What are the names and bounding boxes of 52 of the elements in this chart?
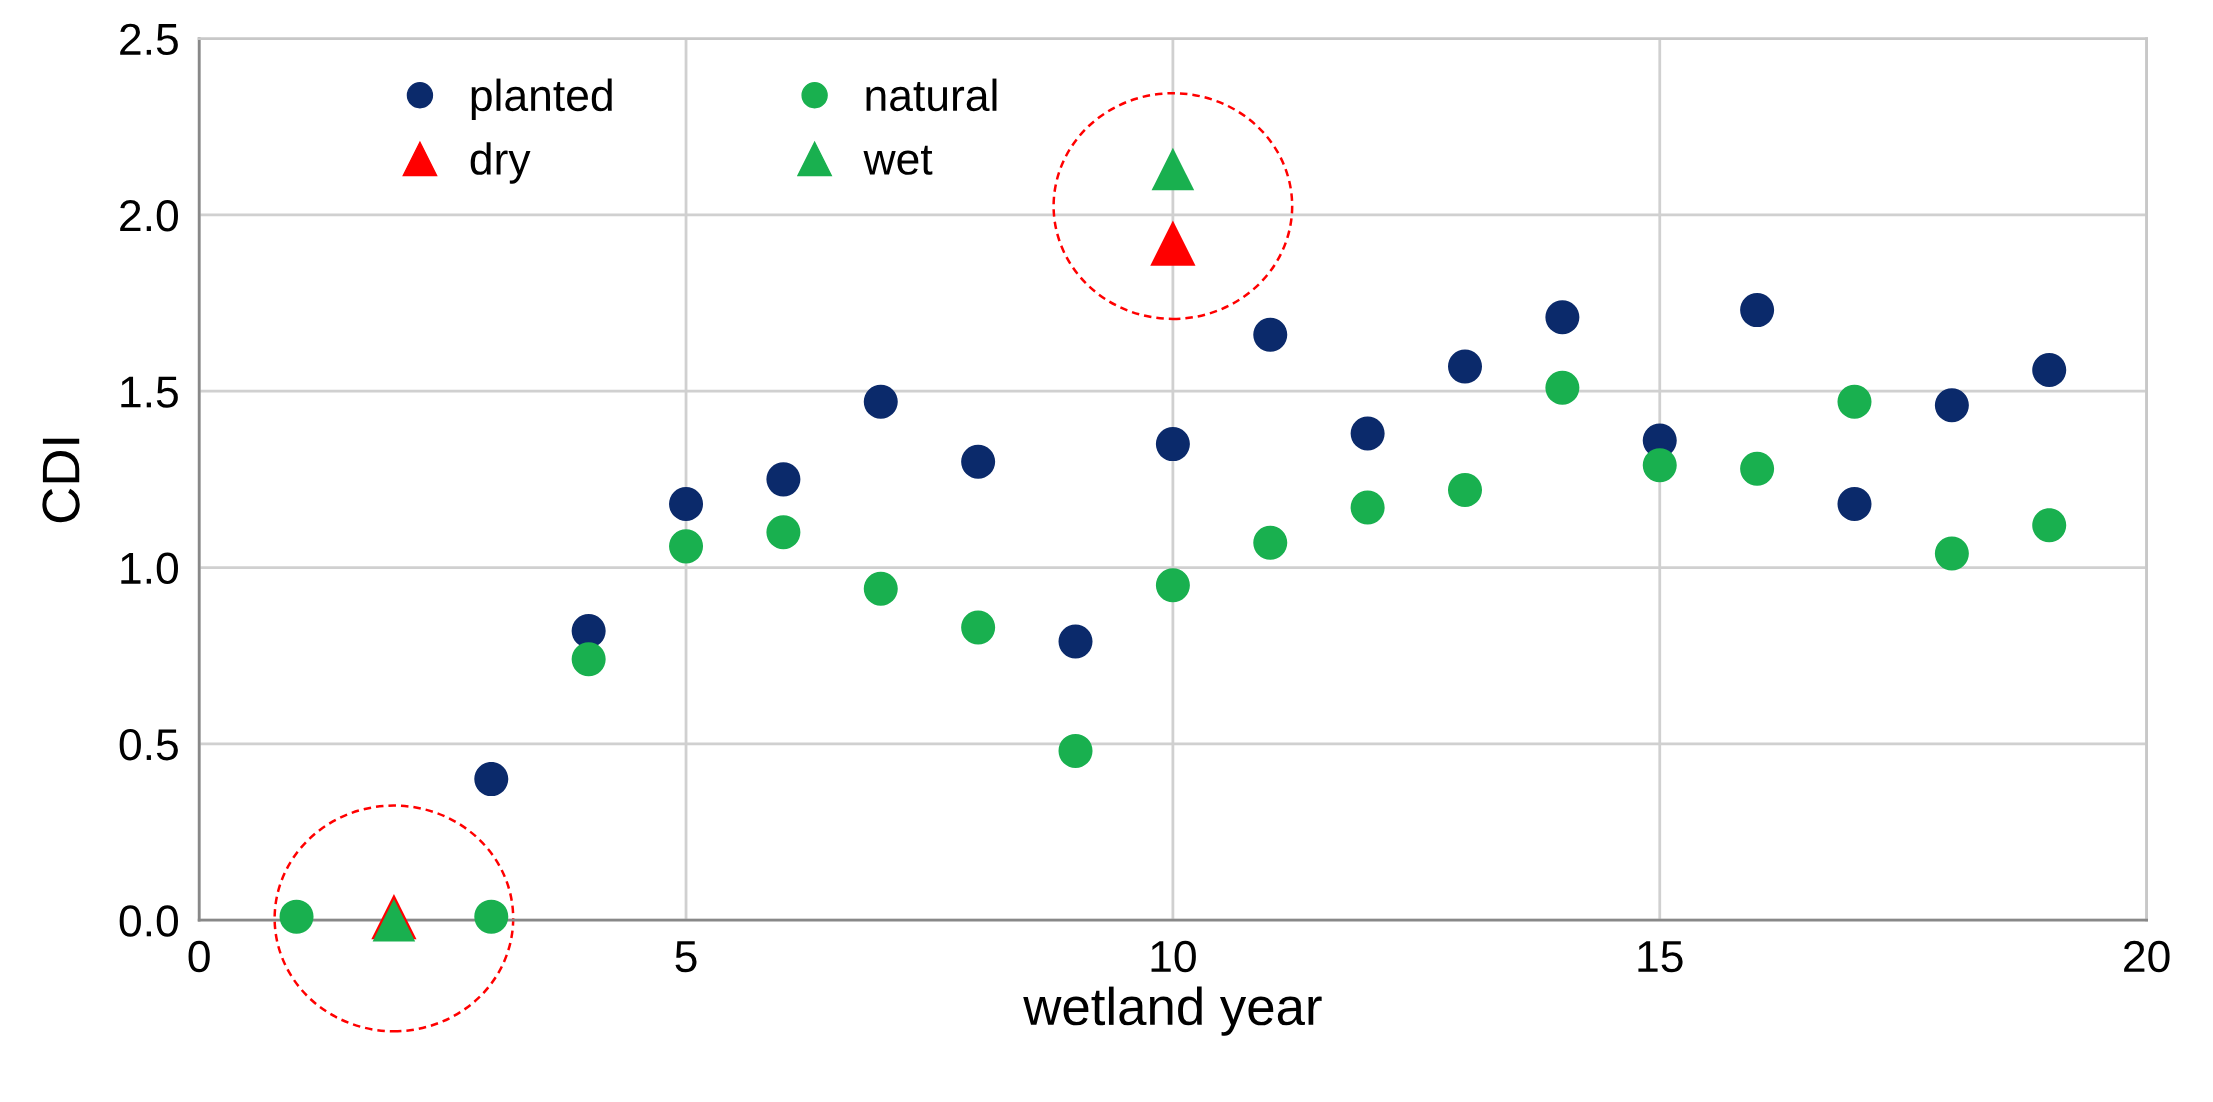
point [1058,624,1093,659]
point [669,487,704,522]
point [1350,416,1385,451]
y-tick-label: 1.0 [121,552,178,585]
point [2032,508,2067,543]
point [766,515,801,550]
point [863,384,898,419]
point [474,762,509,797]
legend-label: wet [863,145,933,175]
point [1350,490,1385,525]
point [1642,448,1677,483]
x-tick-label: 5 [675,941,697,973]
point [1058,733,1093,768]
y-tick-label: 2.5 [120,23,178,56]
point [863,571,898,606]
y-axis-title: CDI [42,438,80,523]
point [571,642,606,677]
y-tick-label: 0.5 [119,728,178,761]
point [1545,370,1580,405]
legend-label: planted [471,78,612,120]
point [1934,536,1969,571]
point [961,610,996,645]
point [669,529,704,564]
point [1150,220,1196,266]
point [1837,487,1872,522]
point [2032,353,2067,388]
point [961,444,996,479]
point [1155,427,1190,462]
point [474,899,509,934]
x-tick-label: 20 [2124,940,2170,973]
point [1837,384,1872,419]
point [1151,147,1195,191]
point [1253,317,1288,352]
point [1740,451,1775,486]
point [1155,568,1190,603]
point [766,462,801,497]
point [1447,472,1483,507]
x-tick-label: 15 [1638,941,1683,973]
x-tick-label: 10 [1151,940,1196,973]
point [279,899,314,934]
point [1253,525,1288,560]
point [1740,293,1775,328]
x-tick-label: 0 [188,940,210,973]
legend-label: natural [866,78,997,112]
point [1545,300,1580,335]
x-axis-title: wetland year [1023,986,1322,1036]
y-tick-label: 2.0 [120,199,178,232]
point [1934,388,1969,423]
y-tick-label: 1.5 [121,376,178,408]
legend-label: dry [470,142,531,184]
y-tick-label: 0.0 [119,905,178,937]
point [1447,349,1483,384]
